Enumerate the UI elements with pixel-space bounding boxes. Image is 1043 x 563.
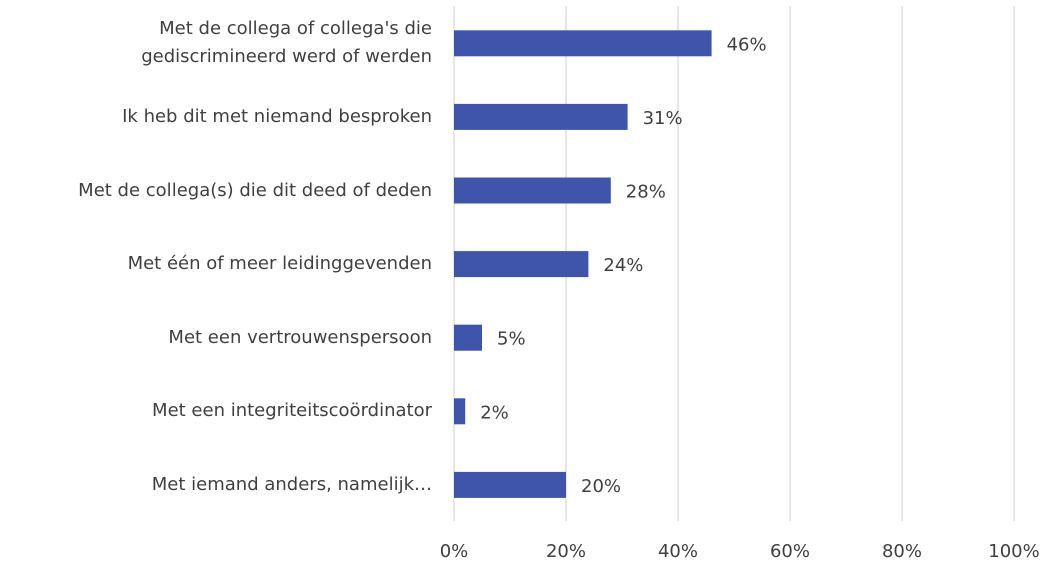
y-tick-label: Met een vertrouwenspersoon [168, 326, 432, 348]
y-tick-label: Met een integriteitscoördinator [152, 400, 432, 422]
y-tick-label: Met iemand anders, namelijk… [151, 473, 432, 495]
bar [454, 177, 611, 204]
value-label: 46% [727, 34, 767, 55]
bar [454, 471, 566, 498]
bar [454, 251, 589, 278]
value-label: 5% [497, 329, 526, 350]
bar [454, 103, 628, 130]
bar [454, 30, 712, 57]
x-tick-label: 80% [882, 541, 922, 562]
bar [454, 398, 466, 425]
x-tick-label: 40% [658, 541, 698, 562]
value-label: 20% [581, 476, 621, 497]
y-tick-label: Ik heb dit met niemand besproken [122, 105, 432, 127]
bar [454, 324, 482, 351]
y-tick-label: Met de collega of collega's die gediscri… [141, 18, 432, 68]
x-tick-label: 100% [988, 541, 1039, 562]
y-tick-label: Met de collega(s) die dit deed of deden [78, 179, 432, 201]
x-tick-label: 60% [770, 541, 810, 562]
value-label: 31% [643, 108, 683, 129]
value-label: 24% [603, 255, 643, 276]
y-tick-label: Met één of meer leidinggevenden [127, 253, 432, 275]
value-label: 2% [480, 402, 509, 423]
x-tick-label: 0% [440, 541, 469, 562]
x-tick-label: 20% [546, 541, 586, 562]
value-label: 28% [626, 182, 666, 203]
